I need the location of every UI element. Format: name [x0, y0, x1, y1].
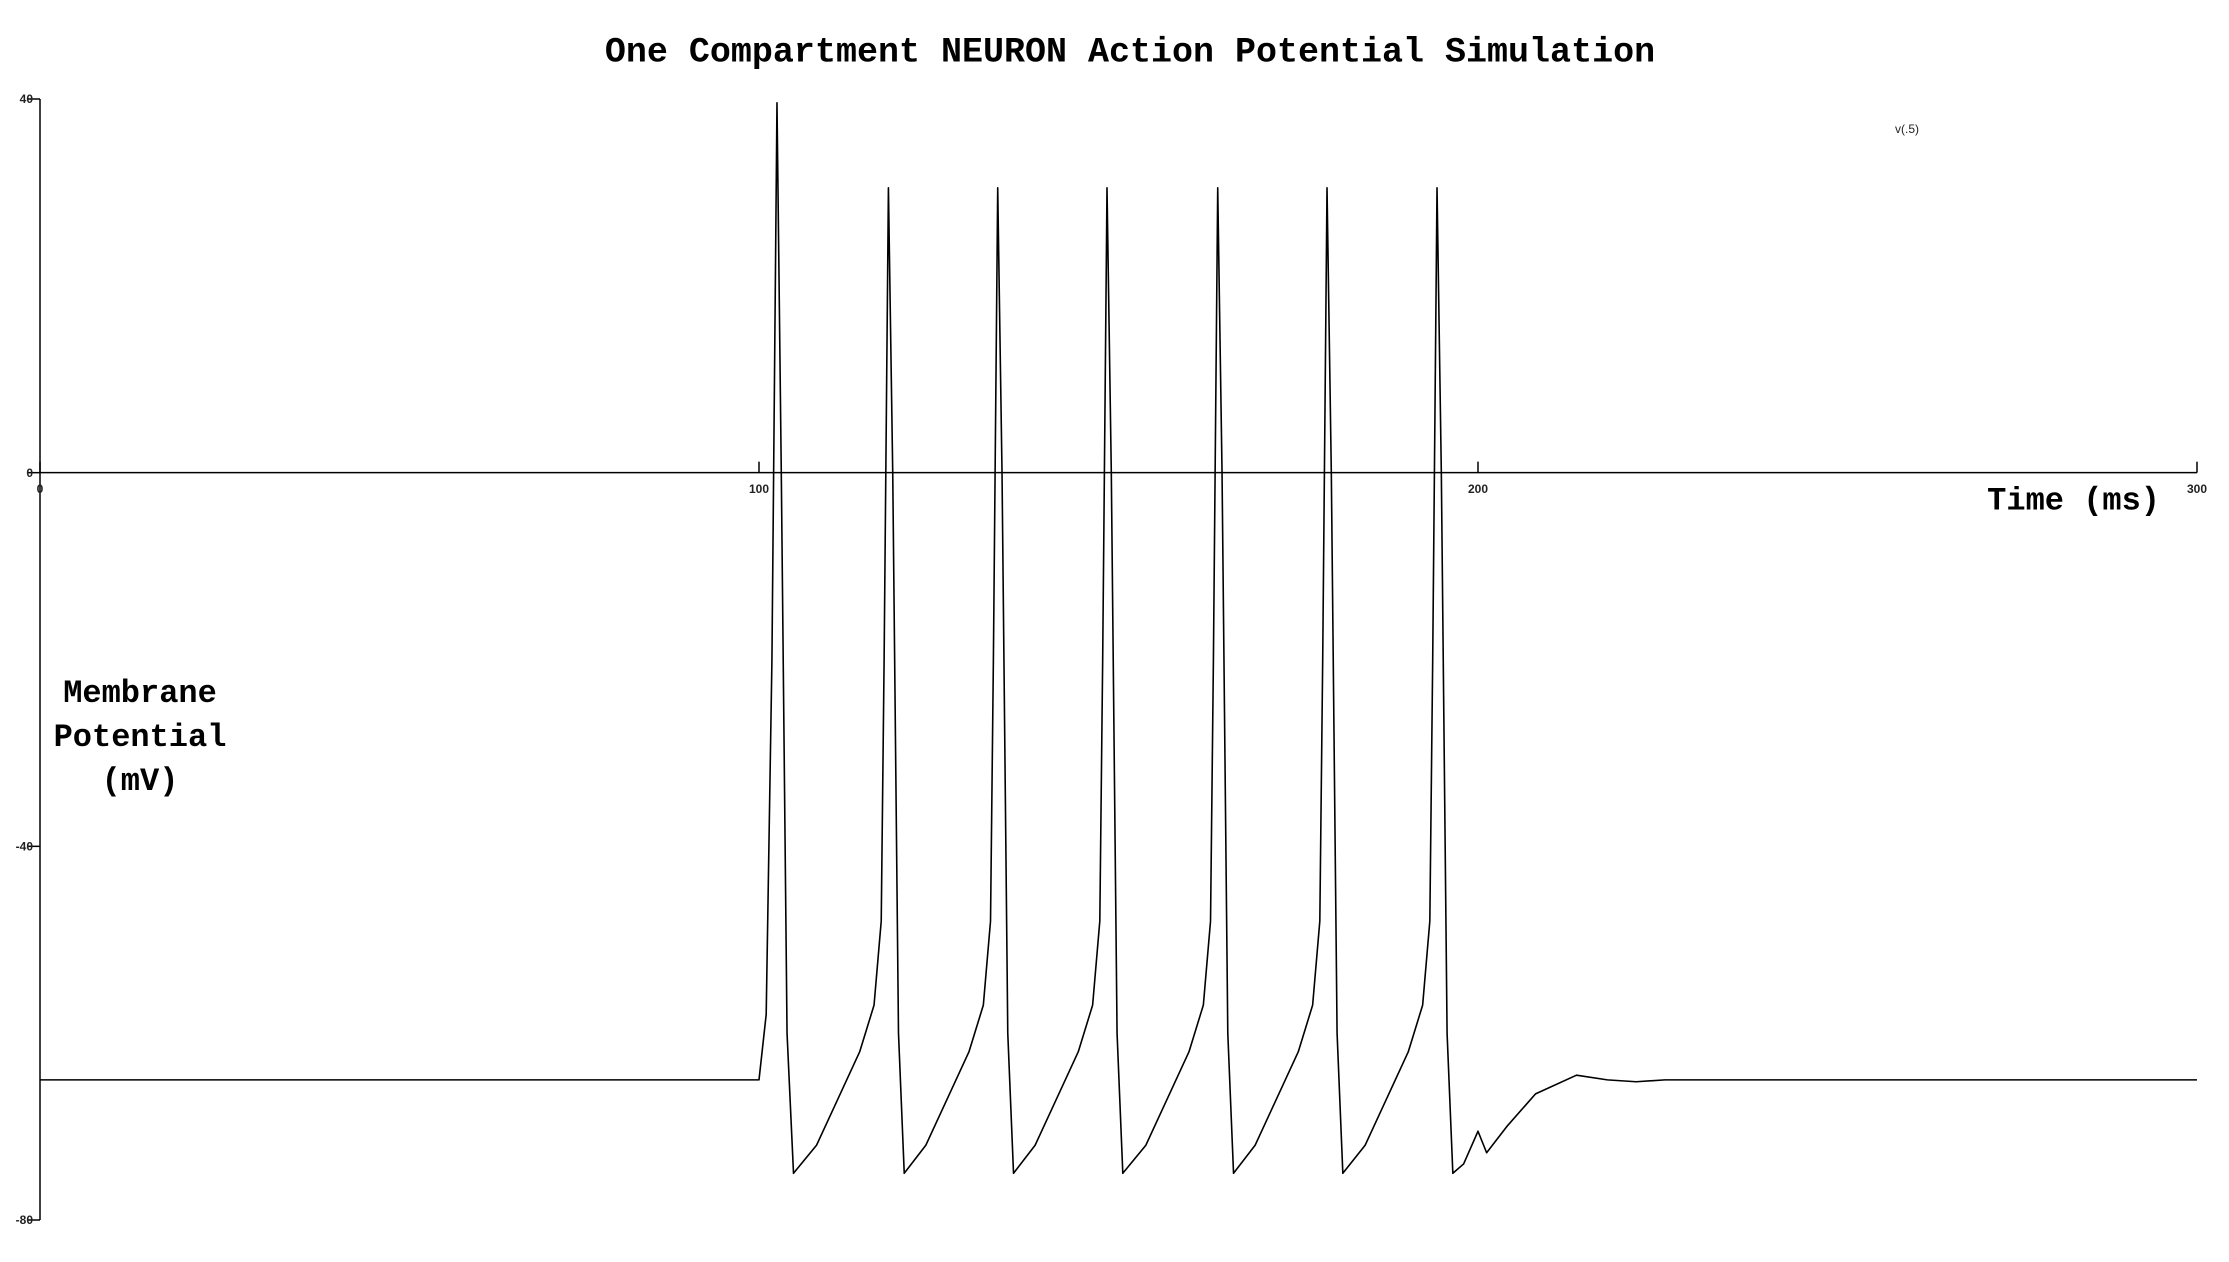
x-axis-label: Time (ms): [1987, 482, 2160, 519]
y-axis-label: Membrane Potential (mV): [53, 675, 227, 800]
legend-entry: v(.5): [1895, 122, 1919, 136]
y-tick-label: 40: [20, 92, 34, 106]
chart-title: One Compartment NEURON Action Potential …: [605, 32, 1655, 72]
y-tick-label: 0: [26, 466, 33, 480]
y-tick-label: -40: [16, 840, 34, 854]
x-tick-label: 200: [1468, 482, 1488, 496]
x-tick-label: 0: [37, 482, 44, 496]
data-line: [40, 101, 2197, 1175]
y-tick-label: -80: [16, 1213, 34, 1227]
x-tick-label: 300: [2187, 482, 2207, 496]
x-tick-label: 100: [749, 482, 769, 496]
